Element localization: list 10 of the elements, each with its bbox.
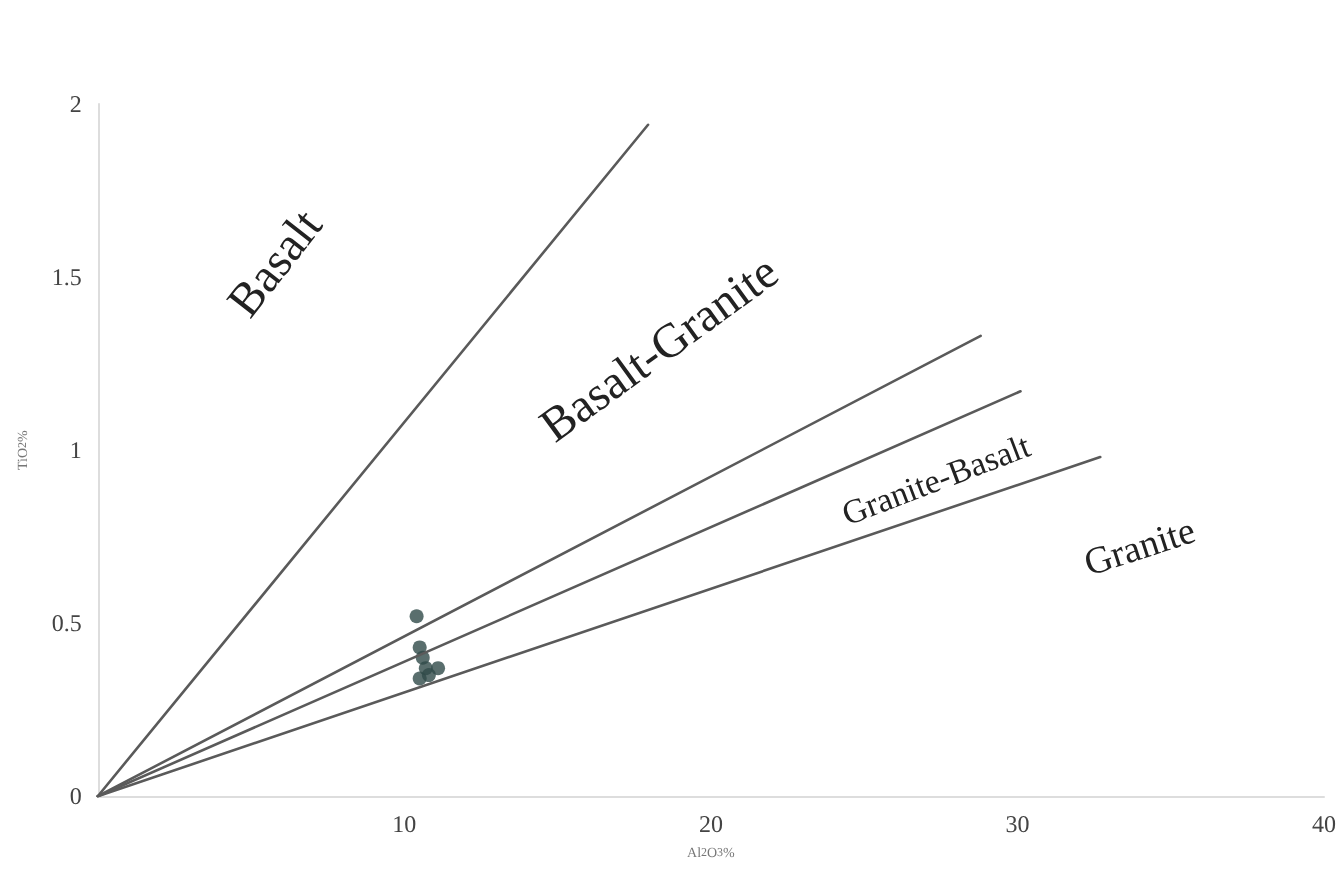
annotation: Granite bbox=[1079, 510, 1201, 586]
y-tick-label: 2 bbox=[69, 90, 82, 118]
x-tick-label: 40 bbox=[1312, 810, 1336, 839]
x-tick-label: 30 bbox=[1005, 810, 1030, 839]
y-tick-label: 1 bbox=[69, 436, 82, 465]
x-tick-label: 20 bbox=[698, 810, 723, 839]
y-tick-label: 1.5 bbox=[51, 263, 82, 292]
y-tick-label: 0 bbox=[69, 782, 82, 811]
x-tick-label: 10 bbox=[392, 810, 417, 839]
y-tick-label: 0.5 bbox=[51, 609, 82, 638]
